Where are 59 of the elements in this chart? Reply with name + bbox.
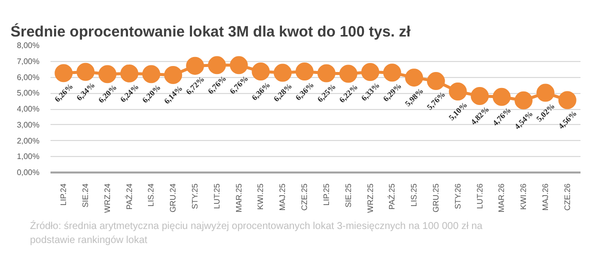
point bbox=[383, 64, 402, 82]
point bbox=[142, 65, 160, 84]
point bbox=[470, 87, 489, 105]
point bbox=[230, 56, 248, 74]
point bbox=[558, 91, 576, 110]
point bbox=[164, 66, 182, 84]
point bbox=[98, 65, 116, 84]
point bbox=[492, 88, 511, 106]
y-tick-label: 1,00% bbox=[16, 152, 40, 162]
text: Źródło: średnia arytmetyczna pięciu najwyżej oprocentowanych lokat 3-miesięcznych na 100 000 zł na podstawie rankingów lokat bbox=[30, 220, 484, 248]
x-tick-label: WRZ.25 bbox=[366, 182, 375, 213]
x-tick-label: SIE.25 bbox=[344, 182, 353, 208]
y-tick-label: 4,00% bbox=[16, 104, 40, 114]
x-tick-label: WRZ.24 bbox=[102, 182, 112, 213]
x-tick-label: GRU.25 bbox=[431, 182, 440, 212]
x-tick-label: MAR.26 bbox=[497, 182, 506, 212]
point bbox=[339, 64, 358, 83]
y-tick-label: 0,00% bbox=[16, 168, 40, 177]
y-tick-label: 2,00% bbox=[16, 136, 40, 146]
point bbox=[186, 56, 204, 75]
point bbox=[405, 68, 424, 87]
x-tick-label: PAŹ.24 bbox=[124, 182, 134, 210]
point bbox=[274, 64, 292, 82]
point bbox=[76, 62, 95, 81]
point bbox=[54, 64, 73, 82]
y-tick-label: 3,00% bbox=[16, 120, 40, 130]
y-tick-label: 5,00% bbox=[16, 88, 40, 98]
x-tick-label: KWI.26 bbox=[519, 182, 528, 210]
point bbox=[514, 91, 533, 110]
x-tick-label: LUT.25 bbox=[212, 182, 222, 209]
x-tick-label: STY.26 bbox=[453, 182, 462, 210]
x-tick-label: STY.25 bbox=[190, 182, 200, 210]
x-tick-label: MAJ.25 bbox=[278, 182, 288, 211]
chart-title: Średnie oprocentowanie lokat 3M dla kwot do 100 tys. zł bbox=[10, 22, 412, 40]
x-tick-label: LIS.25 bbox=[410, 182, 419, 207]
point bbox=[426, 72, 445, 90]
y-tick-label: 8,00% bbox=[16, 41, 40, 50]
x-tick-label: LIP.24 bbox=[59, 182, 68, 206]
point bbox=[361, 63, 380, 81]
x-tick-label: LIP.25 bbox=[322, 182, 331, 206]
x-tick-label: GRU.24 bbox=[168, 182, 178, 212]
x-tick-label: MAR.25 bbox=[234, 182, 244, 212]
x-tick-label: PAŹ.25 bbox=[388, 182, 397, 210]
y-tick-label: 7,00% bbox=[16, 56, 40, 66]
point bbox=[536, 84, 554, 102]
point bbox=[120, 64, 138, 82]
x-tick-label: CZE.25 bbox=[300, 182, 310, 211]
x-tick-label: SIE.24 bbox=[81, 182, 90, 208]
x-tick-label: MAJ.26 bbox=[540, 182, 550, 211]
x-tick-label: KWI.25 bbox=[256, 182, 266, 210]
x-tick-label: CZE.26 bbox=[562, 182, 572, 211]
x-tick-label: LUT.26 bbox=[475, 182, 484, 209]
point bbox=[252, 62, 270, 81]
x-tick-label: LIS.24 bbox=[146, 182, 156, 207]
point bbox=[317, 64, 336, 82]
point bbox=[448, 82, 467, 101]
point bbox=[208, 56, 226, 74]
point bbox=[296, 62, 314, 81]
y-tick-label: 6,00% bbox=[16, 72, 40, 82]
